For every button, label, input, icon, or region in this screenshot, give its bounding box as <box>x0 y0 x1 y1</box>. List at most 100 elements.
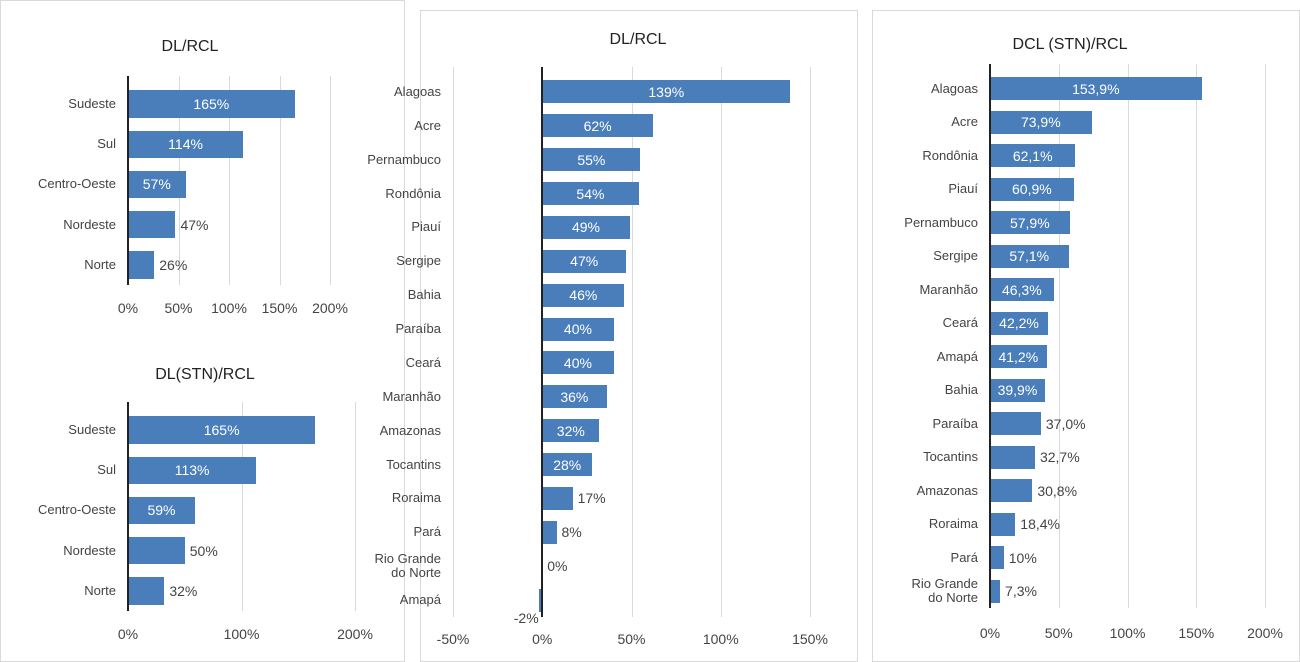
bar <box>990 546 1004 570</box>
category-label: Norte <box>84 256 116 272</box>
x-tick-label: 50% <box>617 631 646 647</box>
value-label: 62,1% <box>1012 147 1053 164</box>
x-tick-label: 50% <box>1044 625 1073 641</box>
value-label: 41,2% <box>998 348 1039 365</box>
category-label: Ceará <box>405 354 441 370</box>
bar <box>990 144 1076 168</box>
value-label: 165% <box>193 96 230 113</box>
grid-line <box>1265 64 1266 608</box>
category-label: Pará <box>950 549 978 565</box>
bar <box>128 170 186 199</box>
value-label: 42,2% <box>999 315 1039 332</box>
value-label: 139% <box>648 83 685 100</box>
bar <box>542 385 607 409</box>
value-label: 28% <box>553 456 582 473</box>
bar <box>990 378 1045 402</box>
category-label: Nordeste <box>63 542 116 558</box>
x-tick-label: 100% <box>223 626 260 642</box>
value-label: 113% <box>174 462 210 479</box>
category-label: Sergipe <box>396 253 441 269</box>
x-tick-label: 100% <box>1109 625 1146 641</box>
bar <box>128 416 316 444</box>
category-label: Piauí <box>948 181 978 197</box>
bar <box>990 177 1074 201</box>
category-label: Rondônia <box>922 147 978 163</box>
bar <box>990 278 1054 302</box>
x-tick-label: 0% <box>979 625 1001 641</box>
category-label: Bahia <box>407 287 441 303</box>
value-label: 62% <box>583 117 612 134</box>
value-label: 47% <box>570 253 599 270</box>
category-label: Tocantins <box>386 456 441 472</box>
value-label: 153,9% <box>1072 80 1120 97</box>
value-label: 0% <box>547 558 568 575</box>
category-label: Norte <box>84 582 116 598</box>
value-label: 46,3% <box>1001 281 1042 298</box>
category-label: Pará <box>413 524 441 540</box>
bar <box>542 317 614 341</box>
grid-line <box>241 402 243 611</box>
category-label: Tocantins <box>923 449 978 465</box>
category-label: Sul <box>97 136 116 152</box>
bar <box>990 345 1047 369</box>
grid-line <box>453 67 454 617</box>
value-label: 36% <box>560 388 589 405</box>
bar <box>542 114 653 138</box>
value-label: 49% <box>571 219 600 236</box>
value-label: 60,9% <box>1012 181 1052 198</box>
bar <box>128 90 295 118</box>
category-label: Centro-Oeste <box>37 176 116 192</box>
value-label: 7,3% <box>1005 583 1037 600</box>
category-label: Roraima <box>391 490 441 506</box>
chart-title: DL(STN)/RCL <box>155 366 255 383</box>
value-label: 10% <box>1008 549 1037 566</box>
value-label: 18,4% <box>1020 516 1060 533</box>
value-label: 114% <box>168 136 203 153</box>
axis-line <box>127 76 129 285</box>
category-label: Amapá <box>399 592 441 608</box>
value-label: 57% <box>142 176 171 193</box>
bar <box>538 588 543 612</box>
bar <box>128 251 155 279</box>
bar <box>542 182 639 206</box>
value-label: 54% <box>576 185 605 202</box>
grid-line <box>330 76 331 285</box>
value-label: 73,9% <box>1020 114 1061 131</box>
bar <box>990 479 1033 503</box>
bar <box>542 80 791 104</box>
value-label: 8% <box>561 524 582 541</box>
grid-line <box>631 67 633 617</box>
axis-line <box>989 64 991 608</box>
category-label: Sudeste <box>68 422 116 438</box>
bar <box>990 445 1035 469</box>
value-label: 32% <box>169 582 198 599</box>
value-label: 59% <box>147 502 176 519</box>
chart-title: DCL (STN)/RCL <box>1012 36 1128 53</box>
x-tick-label: -50% <box>436 631 470 647</box>
value-label: -2% <box>513 609 539 626</box>
bar <box>542 453 593 477</box>
value-label: 26% <box>159 256 188 273</box>
grid-line <box>229 76 230 285</box>
category-label: Sudeste <box>68 96 116 112</box>
x-tick-label: 200% <box>312 300 348 316</box>
category-label: Pernambuco <box>904 214 978 230</box>
value-label: 55% <box>577 151 606 168</box>
category-label: Nordeste <box>63 216 116 232</box>
axis-line <box>127 402 129 611</box>
value-label: 40% <box>563 354 592 371</box>
category-label: Alagoas <box>931 80 978 96</box>
bar <box>990 311 1049 335</box>
category-label: Acre <box>414 117 441 133</box>
category-label: Rio Grande do Norte <box>911 576 978 606</box>
category-label: Roraima <box>928 516 978 532</box>
panel-middle <box>420 10 858 662</box>
bar <box>542 486 573 510</box>
value-label: 32% <box>556 422 585 439</box>
category-label: Amazonas <box>916 482 978 498</box>
category-label: Sergipe <box>933 248 978 264</box>
bar <box>128 456 257 484</box>
category-label: Paraíba <box>395 321 441 337</box>
bar <box>542 215 630 239</box>
